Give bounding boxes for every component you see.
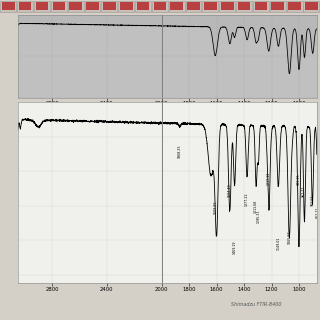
- Bar: [204, 2, 217, 10]
- Bar: [203, 1, 218, 12]
- Bar: [103, 2, 116, 10]
- Bar: [186, 1, 202, 12]
- Bar: [305, 2, 318, 10]
- Bar: [169, 1, 185, 12]
- Bar: [51, 1, 67, 12]
- Bar: [187, 2, 200, 10]
- Bar: [118, 1, 134, 12]
- Text: 1065.87: 1065.87: [288, 230, 292, 244]
- Text: 1868.25: 1868.25: [178, 144, 182, 157]
- Bar: [171, 2, 183, 10]
- Bar: [52, 2, 65, 10]
- Bar: [120, 2, 132, 10]
- Text: 1217.13: 1217.13: [267, 172, 271, 185]
- Text: Shimadzu FTIR-8400: Shimadzu FTIR-8400: [231, 302, 282, 307]
- Text: 1469.19: 1469.19: [233, 240, 236, 254]
- Bar: [271, 2, 284, 10]
- Bar: [36, 2, 48, 10]
- Text: 1377.22: 1377.22: [245, 192, 249, 206]
- Text: 1295.31: 1295.31: [256, 209, 260, 223]
- Bar: [0, 1, 16, 12]
- Bar: [221, 2, 234, 10]
- Bar: [236, 1, 252, 12]
- Bar: [219, 1, 235, 12]
- Bar: [84, 1, 100, 12]
- Bar: [253, 1, 269, 12]
- Bar: [288, 2, 301, 10]
- Bar: [86, 2, 99, 10]
- Bar: [69, 2, 82, 10]
- Bar: [19, 2, 31, 10]
- Bar: [287, 1, 302, 12]
- Bar: [34, 1, 50, 12]
- Text: 1311.68: 1311.68: [254, 199, 258, 212]
- Text: 862.21: 862.21: [316, 206, 320, 218]
- Text: 3069.70: 3069.70: [13, 126, 17, 140]
- Text: 1609.85: 1609.85: [213, 201, 217, 214]
- Text: 1504.49: 1504.49: [228, 183, 232, 197]
- Text: 962.21: 962.21: [302, 186, 306, 197]
- Text: 999.95: 999.95: [297, 173, 301, 185]
- Bar: [154, 2, 166, 10]
- Bar: [270, 1, 286, 12]
- Bar: [2, 2, 15, 10]
- Bar: [303, 1, 319, 12]
- Bar: [17, 1, 33, 12]
- Text: 902.51: 902.51: [310, 194, 314, 206]
- Bar: [152, 1, 168, 12]
- Text: 1149.01: 1149.01: [276, 237, 281, 251]
- Bar: [68, 1, 84, 12]
- Bar: [238, 2, 251, 10]
- Bar: [101, 1, 117, 12]
- Bar: [255, 2, 267, 10]
- Text: 3054.21: 3054.21: [15, 137, 19, 151]
- Bar: [135, 1, 151, 12]
- Bar: [137, 2, 149, 10]
